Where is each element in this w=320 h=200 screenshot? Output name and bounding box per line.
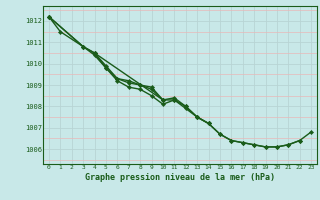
X-axis label: Graphe pression niveau de la mer (hPa): Graphe pression niveau de la mer (hPa) <box>85 173 275 182</box>
